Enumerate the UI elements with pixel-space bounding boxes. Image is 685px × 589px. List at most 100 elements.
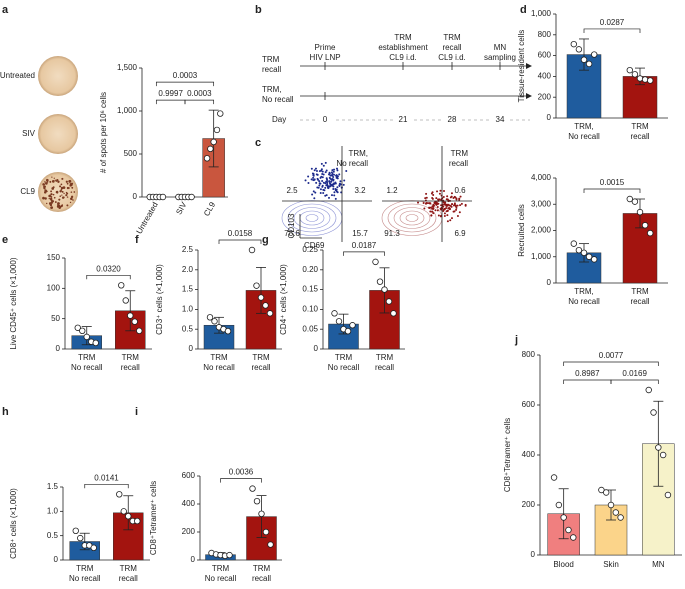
event-dot xyxy=(430,214,433,217)
data-point xyxy=(585,60,593,68)
panel-label: c xyxy=(255,137,261,149)
quadrant-value: 6.9 xyxy=(454,229,466,238)
event-dot xyxy=(313,169,316,172)
y-tick-label: 200 xyxy=(538,92,552,101)
data-point xyxy=(664,491,672,499)
event-dot xyxy=(318,182,321,185)
event-dot xyxy=(417,201,420,204)
data-point xyxy=(372,258,379,266)
y-tick-label: 600 xyxy=(182,471,196,480)
flow-y-label: CD103 xyxy=(287,213,296,238)
event-dot xyxy=(322,191,325,194)
row-label: recall xyxy=(262,65,281,74)
y-tick-label: 0 xyxy=(547,113,552,122)
event-dot xyxy=(310,167,313,170)
day-bg xyxy=(492,114,508,126)
event-dot xyxy=(330,180,333,183)
spot xyxy=(44,185,46,188)
event-dot xyxy=(431,191,434,194)
event-dot xyxy=(327,196,330,199)
data-point xyxy=(266,310,274,317)
event-label: MN xyxy=(494,43,507,52)
spot xyxy=(66,186,70,190)
data-point xyxy=(575,46,583,53)
contour xyxy=(387,203,437,233)
event-dot xyxy=(436,206,439,209)
event-dot xyxy=(312,179,315,182)
event-dot xyxy=(446,220,449,223)
y-tick-label: 0.15 xyxy=(302,285,318,294)
data-point xyxy=(72,527,79,534)
x-tick-label: No recall xyxy=(69,574,101,583)
y-tick-label: 0 xyxy=(531,550,536,559)
spot xyxy=(49,180,52,183)
spot xyxy=(49,197,53,201)
data-point xyxy=(253,498,261,505)
event-dot xyxy=(431,210,434,213)
event-dot xyxy=(320,168,323,171)
x-tick-label: TRM xyxy=(376,353,394,362)
plot-title: recall xyxy=(449,159,468,168)
event-label: HIV LNP xyxy=(309,53,340,62)
event-dot xyxy=(432,203,435,206)
contour xyxy=(393,207,431,229)
spot xyxy=(42,196,45,200)
event-label: TRM xyxy=(443,33,461,42)
event-dot xyxy=(321,172,324,175)
spot xyxy=(73,191,76,193)
event-dot xyxy=(320,162,323,165)
event-dot xyxy=(449,196,452,199)
spot xyxy=(61,194,63,196)
event-dot xyxy=(315,173,318,176)
event-dot xyxy=(318,170,321,173)
x-tick-label: No recall xyxy=(205,574,237,583)
event-dot xyxy=(307,175,310,178)
event-dot xyxy=(333,191,336,194)
day-value: 21 xyxy=(399,115,408,124)
spot xyxy=(59,185,62,188)
event-dot xyxy=(327,173,330,176)
spot xyxy=(72,199,74,201)
contour xyxy=(305,214,319,222)
data-point xyxy=(591,51,598,58)
error-bar xyxy=(653,400,664,487)
quadrant-value: 91.3 xyxy=(384,229,400,238)
event-dot xyxy=(456,215,459,218)
x-tick-label: recall xyxy=(121,363,140,372)
y-tick-label: 400 xyxy=(538,72,552,81)
event-dot xyxy=(318,180,321,183)
data-point xyxy=(262,302,269,309)
event-dot xyxy=(456,204,459,207)
event-dot xyxy=(459,204,462,207)
event-dot xyxy=(425,202,428,205)
y-tick-label: 0 xyxy=(189,344,194,353)
contour xyxy=(405,214,419,222)
y-tick-label: 600 xyxy=(522,400,536,409)
spot xyxy=(61,190,64,193)
event-dot xyxy=(459,195,462,198)
data-point xyxy=(159,193,167,201)
event-dot xyxy=(450,205,453,208)
data-point xyxy=(565,526,572,534)
data-point xyxy=(188,193,195,201)
event-dot xyxy=(460,202,463,205)
panel-label: f xyxy=(135,234,139,246)
event-dot xyxy=(304,179,307,182)
day-bg xyxy=(395,114,411,126)
data-point xyxy=(631,71,639,78)
event-dot xyxy=(332,170,335,173)
spot xyxy=(58,205,62,209)
event-dot xyxy=(328,176,331,179)
spot xyxy=(53,177,55,179)
y-tick-label: 0.05 xyxy=(302,324,318,333)
event-dot xyxy=(455,206,458,209)
event-dot xyxy=(324,171,327,174)
spot xyxy=(46,202,48,205)
event-dot xyxy=(446,195,449,198)
event-dot xyxy=(443,214,446,217)
event-dot xyxy=(435,203,438,206)
x-tick-label: TRM, xyxy=(574,122,594,131)
axis-arrows xyxy=(299,214,322,239)
y-tick-label: 1,000 xyxy=(531,252,552,261)
spot xyxy=(59,195,62,197)
